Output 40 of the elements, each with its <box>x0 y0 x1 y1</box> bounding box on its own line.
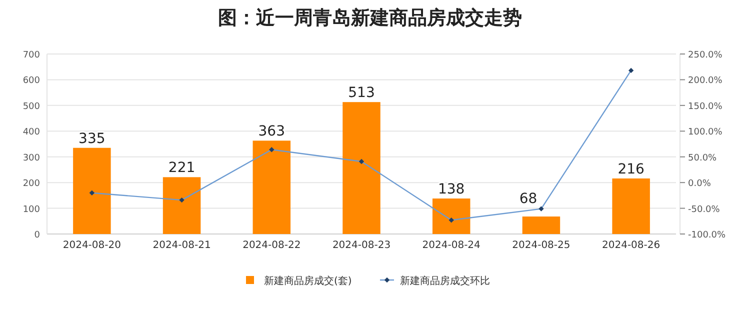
data-label: 138 <box>438 182 465 198</box>
chart-title: 图：近一周青岛新建商品房成交走势 <box>218 7 522 29</box>
y2-tick-label: 150.0% <box>688 102 723 112</box>
y-tick-label: 100 <box>22 204 40 215</box>
y2-tick-label: 200.0% <box>688 76 723 86</box>
data-label: 513 <box>348 85 375 102</box>
y-tick-label: 0 <box>34 230 40 240</box>
bar <box>252 140 291 234</box>
y2-tick-label: -100.0% <box>688 230 726 240</box>
y2-tick-label: 0.0% <box>688 179 712 190</box>
data-label: 335 <box>78 130 106 147</box>
y-tick-label: 600 <box>22 76 40 86</box>
y2-tick-label: 100.0% <box>688 128 723 138</box>
x-tick-label: 2024-08-26 <box>602 240 660 251</box>
data-label: 68 <box>519 190 538 207</box>
y-tick-label: 400 <box>22 128 40 138</box>
x-tick-label: 2024-08-20 <box>62 240 121 251</box>
x-tick-label: 2024-08-25 <box>512 240 570 251</box>
bar <box>432 198 470 234</box>
bar <box>522 216 560 234</box>
bar <box>162 177 201 234</box>
data-label: 363 <box>258 124 286 140</box>
y-tick-label: 700 <box>22 50 40 60</box>
x-tick-label: 2024-08-23 <box>332 240 391 251</box>
legend-label: 新建商品房成交环比 <box>400 275 490 287</box>
y-tick-label: 200 <box>22 179 40 190</box>
y2-tick-label: 50.0% <box>688 153 718 164</box>
data-label: 221 <box>168 160 196 176</box>
x-tick-label: 2024-08-21 <box>152 240 211 251</box>
bar <box>612 178 650 234</box>
y-tick-label: 300 <box>22 153 40 164</box>
x-tick-label: 2024-08-24 <box>422 240 480 251</box>
y2-tick-label: -50.0% <box>688 204 720 215</box>
y2-tick-label: 250.0% <box>688 50 723 60</box>
x-tick-label: 2024-08-22 <box>242 240 301 251</box>
bar <box>73 148 111 234</box>
bar <box>342 102 380 234</box>
legend-label: 新建商品房成交(套) <box>264 275 352 287</box>
y-tick-label: 500 <box>22 102 40 112</box>
data-label: 216 <box>618 161 645 178</box>
